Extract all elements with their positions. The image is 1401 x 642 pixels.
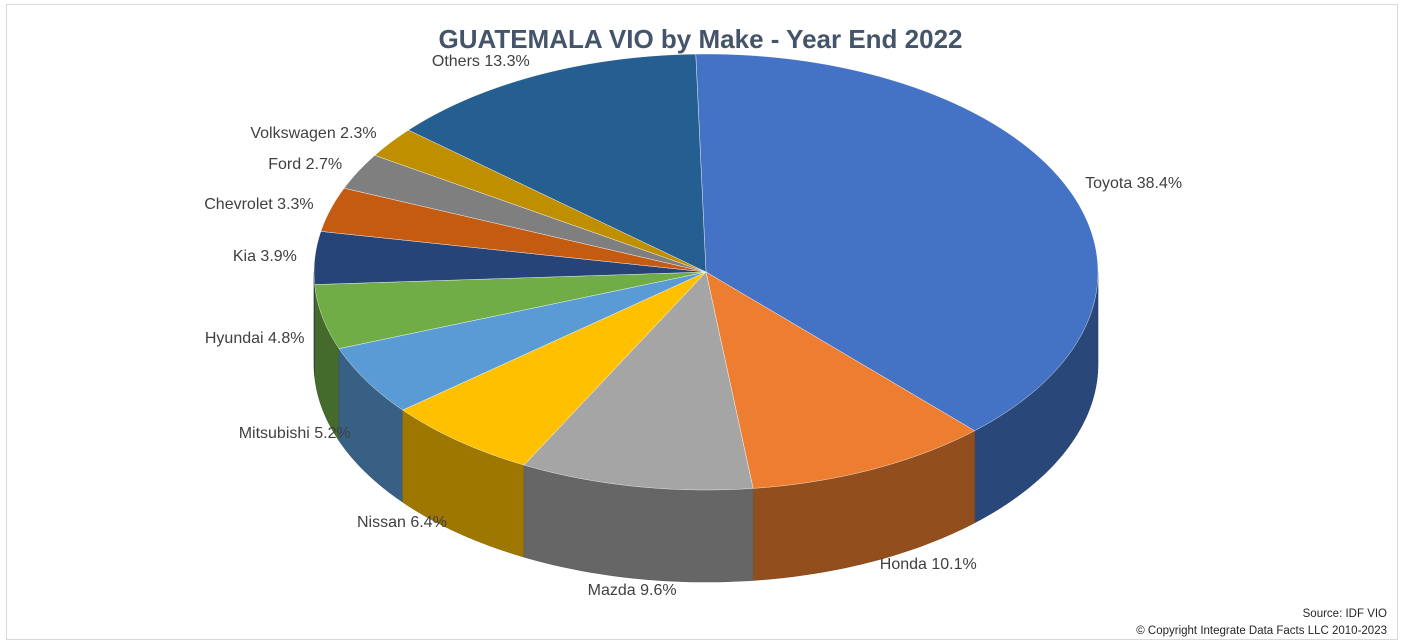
pie-slice-honda — [705, 271, 976, 489]
pie-slice-chevrolet — [320, 187, 707, 273]
pie-slice-kia — [313, 231, 707, 285]
copyright-note: © Copyright Integrate Data Facts LLC 201… — [1136, 625, 1387, 637]
pie-slice-mitsubishi — [338, 271, 707, 411]
pie-slice-mazda — [523, 271, 754, 491]
chart-title: GUATEMALA VIO by Make - Year End 2022 — [438, 24, 963, 54]
slice-label-others: Others 13.3% — [431, 53, 530, 71]
slice-label-hyundai: Hyundai 4.8% — [204, 330, 305, 348]
slice-label-honda: Honda 10.1% — [879, 556, 977, 574]
slice-label-nissan: Nissan 6.4% — [356, 514, 447, 532]
slice-label-chevrolet: Chevrolet 3.3% — [204, 196, 314, 214]
pie-slice-hyundai — [314, 271, 707, 349]
pie-slice-toyota — [695, 53, 1099, 431]
pie-slice-volkswagen — [374, 129, 707, 273]
slice-label-toyota: Toyota 38.4% — [1085, 174, 1183, 192]
slice-label-mitsubishi: Mitsubishi 5.2% — [238, 424, 351, 442]
pie-slice-ford — [343, 155, 707, 273]
slice-label-mazda: Mazda 9.6% — [587, 581, 677, 599]
slice-label-ford: Ford 2.7% — [268, 155, 343, 173]
slice-label-kia: Kia 3.9% — [232, 247, 297, 265]
pie-slice-nissan — [402, 271, 707, 466]
slice-label-volkswagen: Volkswagen 2.3% — [250, 125, 377, 143]
source-note: Source: IDF VIO — [1302, 608, 1387, 620]
pie-slice-others — [408, 53, 707, 273]
